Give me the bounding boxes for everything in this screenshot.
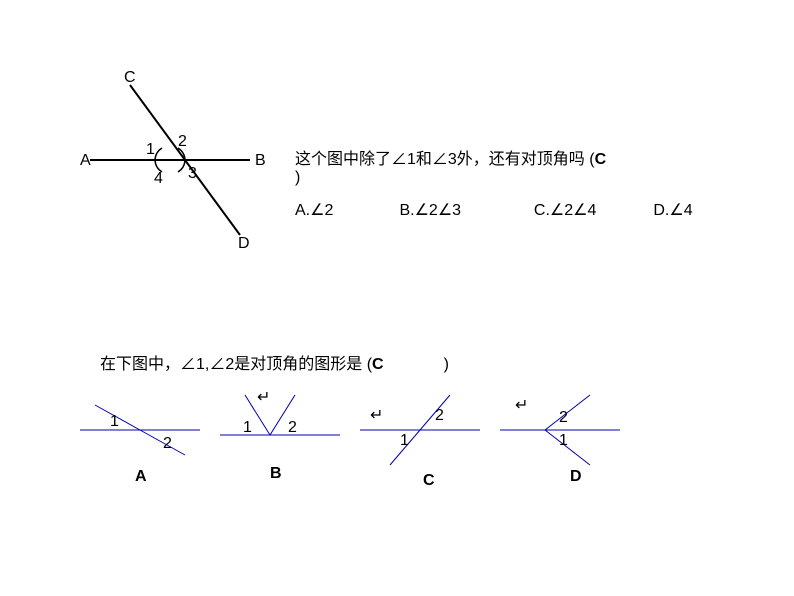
q2-opt-c: 1 2 ↵ bbox=[360, 395, 480, 465]
svg-text:2: 2 bbox=[435, 407, 444, 424]
q2-opt-a: 1 2 bbox=[80, 405, 200, 455]
label-c: C bbox=[124, 70, 136, 86]
svg-text:2: 2 bbox=[163, 435, 172, 452]
q1-question-text: 这个图中除了∠1和∠3外，还有对顶角吗 ( bbox=[295, 151, 595, 168]
q1-question-close: ) bbox=[295, 169, 300, 186]
q1-option-d: D.∠4 bbox=[653, 200, 692, 220]
label-a: A bbox=[80, 152, 91, 169]
svg-text:↵: ↵ bbox=[370, 407, 383, 424]
angle-3: 3 bbox=[188, 165, 197, 182]
q2-answer-inline: C bbox=[372, 356, 384, 373]
q2-question: 在下图中，∠1,∠2是对顶角的图形是 (C) bbox=[100, 350, 600, 374]
label-b: B bbox=[255, 152, 266, 169]
q1-question: 这个图中除了∠1和∠3外，还有对顶角吗 (C ) bbox=[295, 145, 755, 187]
q2-label-a: A bbox=[135, 468, 147, 486]
q2-label-d: D bbox=[570, 468, 582, 486]
svg-text:2: 2 bbox=[559, 409, 568, 426]
q2-diagrams: 1 2 1 2 ↵ 1 2 ↵ 2 1 ↵ A B bbox=[75, 390, 635, 505]
svg-text:1: 1 bbox=[110, 413, 119, 430]
arc-1 bbox=[155, 148, 162, 160]
q2-label-b: B bbox=[270, 465, 282, 483]
svg-text:1: 1 bbox=[243, 419, 252, 436]
q2-question-suffix: ) bbox=[444, 356, 449, 373]
q1-answer-inline: C bbox=[595, 151, 607, 168]
arc-3 bbox=[178, 160, 185, 172]
q2-label-c: C bbox=[423, 472, 435, 490]
q2-question-prefix: 在下图中，∠1,∠2是对顶角的图形是 ( bbox=[100, 356, 372, 373]
q2-opt-b: 1 2 ↵ bbox=[220, 390, 340, 436]
svg-text:1: 1 bbox=[559, 432, 568, 449]
svg-text:↵: ↵ bbox=[257, 390, 270, 406]
q1-diagram: C A B D 1 2 3 4 bbox=[80, 70, 280, 255]
q2-svg: 1 2 1 2 ↵ 1 2 ↵ 2 1 ↵ bbox=[75, 390, 635, 500]
q1-option-a: A.∠2 bbox=[295, 200, 395, 220]
svg-text:↵: ↵ bbox=[515, 397, 528, 414]
svg-text:2: 2 bbox=[288, 419, 297, 436]
q2-opt-d: 2 1 ↵ bbox=[500, 395, 620, 465]
angle-2: 2 bbox=[178, 133, 187, 150]
label-d: D bbox=[238, 235, 250, 250]
q1-option-c: C.∠2∠4 bbox=[534, 200, 649, 220]
q1-options: A.∠2 B.∠2∠3 C.∠2∠4 D.∠4 bbox=[295, 200, 775, 220]
angle-4: 4 bbox=[154, 170, 163, 187]
angle-1: 1 bbox=[146, 141, 155, 158]
svg-text:1: 1 bbox=[400, 432, 409, 449]
q1-svg: C A B D 1 2 3 4 bbox=[80, 70, 280, 250]
q1-option-b: B.∠2∠3 bbox=[399, 200, 529, 220]
